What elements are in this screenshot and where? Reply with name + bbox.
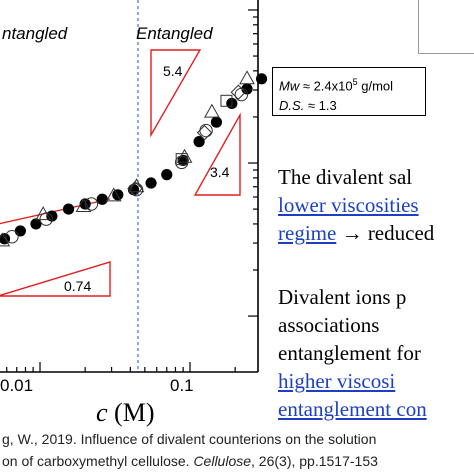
data-point-open-triangle (35, 206, 52, 221)
data-point-open-triangle (128, 178, 145, 193)
data-point-filled-circle (255, 73, 268, 85)
citation: g, W., 2019. Influence of divalent count… (0, 428, 474, 472)
citation-line-2: on of carboxymethyl cellulose. Cellulose… (2, 453, 378, 469)
data-point-open-triangle (75, 197, 92, 212)
data-point-open-circle (84, 197, 99, 211)
data-point-open-square (175, 153, 188, 166)
regime-link[interactable]: regime (278, 221, 337, 245)
slope-label-mid: 3.4 (210, 164, 230, 180)
data-point-filled-circle (30, 218, 42, 230)
data-point-filled-circle (145, 177, 157, 189)
slope-triangle-mid (193, 112, 241, 196)
data-point-open-circle (5, 230, 19, 244)
data-point-open-triangle (239, 70, 255, 85)
data-point-open-triangle (176, 148, 193, 163)
x-axis-title: c (M) (96, 398, 154, 428)
paragraph-2-line-5-link[interactable]: entanglement con (278, 397, 427, 421)
data-point-open-diamond (230, 84, 247, 100)
paragraph-2-line-1: Divalent ions p (278, 285, 407, 309)
data-point-filled-circle (62, 203, 75, 215)
data-point-filled-circle (14, 225, 26, 237)
mw-line: Mw ≈ 2.4x105 g/mol (279, 77, 394, 94)
data-point-open-diamond (196, 124, 213, 141)
data-point-filled-circle (161, 169, 173, 181)
data-point-open-triangle (0, 232, 11, 247)
region-label-entangled: Entangled (136, 24, 213, 43)
data-point-open-diamond (127, 180, 143, 197)
data-point-open-circle (234, 87, 249, 102)
data-point-open-square (220, 94, 233, 107)
data-point-open-triangle (204, 103, 220, 118)
data-point-open-circle (199, 123, 213, 138)
slope-triangle-high (150, 49, 202, 138)
x-tick-label-0: 0.01 (0, 376, 34, 395)
x-axis-variable: c (96, 398, 108, 427)
x-tick-label-1: 0.1 (170, 376, 194, 395)
slope-triangle-low (0, 261, 111, 297)
paragraph-1-line-1: The divalent sal (278, 165, 413, 189)
data-point-filled-circle (210, 116, 223, 128)
data-point-filled-circle (193, 136, 205, 148)
paragraph-2-line-2: associations (278, 313, 380, 337)
paragraph-1-line-2-link[interactable]: lower viscosities (278, 193, 419, 217)
slope-label-low: 0.74 (64, 278, 92, 294)
top-right-box (418, 0, 474, 54)
data-point-open-triangle (105, 187, 122, 202)
data-point-filled-circle (96, 193, 108, 205)
sample-info-box: Mw ≈ 2.4x105 g/mol D.S. ≈ 1.3 (272, 67, 426, 116)
paragraph-2-line-4-link[interactable]: higher viscosi (278, 369, 396, 393)
x-axis-unit: (M) (107, 398, 155, 427)
region-label-unentangled: ntangled (2, 24, 68, 43)
paragraph-1-line-3: regime → reduced (278, 221, 435, 245)
citation-line-1: g, W., 2019. Influence of divalent count… (2, 431, 377, 447)
slope-label-high: 5.4 (163, 63, 183, 79)
ds-line: D.S. ≈ 1.3 (279, 98, 337, 114)
paragraph-2-line-3: entanglement for (278, 341, 421, 365)
